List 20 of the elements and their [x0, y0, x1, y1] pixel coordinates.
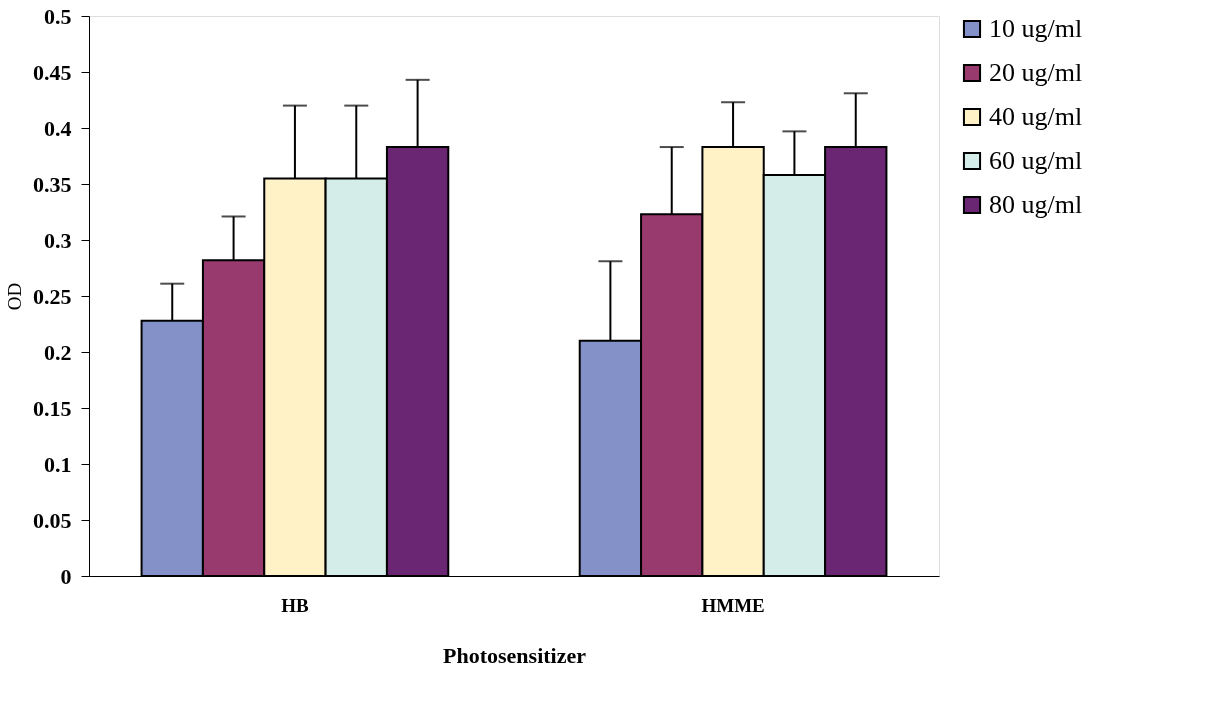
y-tick-label: 0.05: [33, 507, 72, 533]
legend-label: 10 ug/ml: [989, 14, 1083, 43]
y-tick-label: 0.1: [44, 451, 72, 477]
y-tick-label: 0.2: [44, 339, 72, 365]
y-axis-title: OD: [4, 282, 25, 311]
y-tick-label: 0: [60, 563, 72, 589]
y-tick-label: 0.35: [33, 171, 72, 197]
x-axis-title: Photosensitizer: [443, 642, 587, 668]
y-tick-label: 0.45: [33, 59, 72, 85]
y-tick-label: 0.3: [44, 227, 72, 253]
legend-label: 20 ug/ml: [989, 58, 1083, 87]
y-tick-label: 0.5: [44, 3, 72, 29]
y-tick-label: 0.4: [44, 115, 72, 141]
x-tick-label: HMME: [701, 594, 765, 616]
legend-label: 60 ug/ml: [989, 146, 1083, 175]
legend-label: 80 ug/ml: [989, 190, 1083, 219]
y-tick-label: 0.15: [33, 395, 72, 421]
x-tick-label: HB: [281, 594, 309, 616]
y-tick-label: 0.25: [33, 283, 72, 309]
legend-label: 40 ug/ml: [989, 102, 1083, 131]
